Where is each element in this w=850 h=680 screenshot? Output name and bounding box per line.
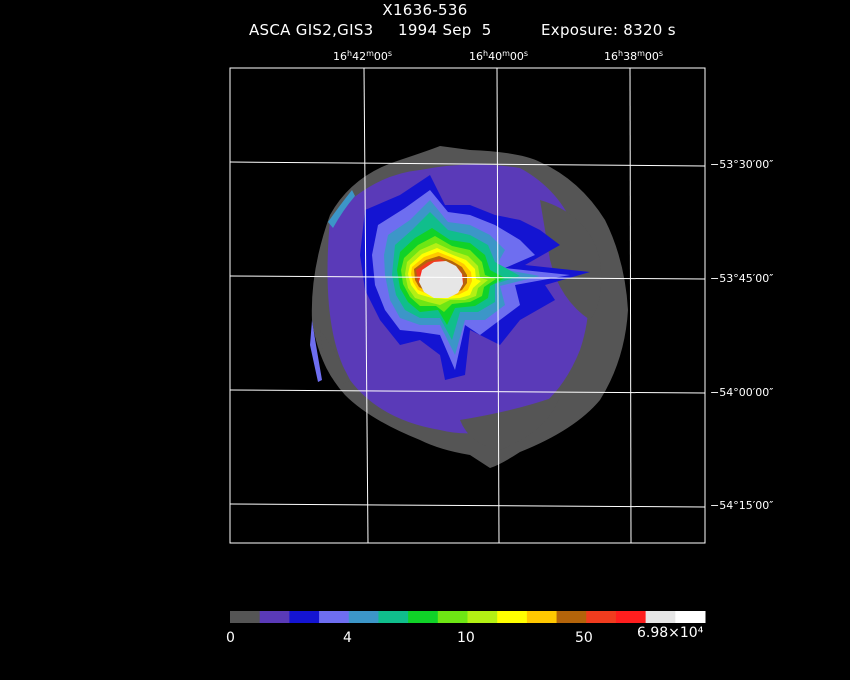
ra-tick-label: 16h40m00s [469, 49, 529, 63]
colorbar-label: 6.98×10⁴ [637, 625, 704, 641]
colorbar-swatch [645, 611, 676, 623]
colorbar-swatch [230, 611, 261, 623]
colorbar-swatch [348, 611, 379, 623]
ra-tick-label: 16h42m00s [333, 49, 393, 63]
instrument-label: ASCA GIS2,GIS3 [249, 21, 374, 39]
colorbar-swatch [586, 611, 617, 623]
colorbar-label: 10 [457, 630, 475, 646]
image-title: X1636-536 [382, 1, 468, 19]
colorbar-label: 50 [575, 630, 593, 646]
ra-tick-label: 16h38m00s [604, 49, 664, 63]
dec-tick-label: −53°45′00″ [710, 272, 774, 285]
colorbar-swatch [497, 611, 528, 623]
image-frame [229, 67, 706, 544]
colorbar [230, 611, 706, 623]
colorbar-swatch [319, 611, 350, 623]
colorbar-swatch [437, 611, 468, 623]
colorbar-swatch [289, 611, 320, 623]
dec-tick-label: −53°30′00″ [710, 158, 774, 171]
colorbar-swatch [675, 611, 706, 623]
colorbar-swatch [615, 611, 647, 623]
colorbar-swatch [556, 611, 587, 623]
source-core [419, 261, 463, 298]
colorbar-swatch [378, 611, 409, 623]
colorbar-swatch [526, 611, 558, 623]
colorbar-swatch [467, 611, 498, 623]
colorbar-swatch [259, 611, 290, 623]
dec-tick-label: −54°15′00″ [710, 499, 774, 512]
dec-tick-label: −54°00′00″ [710, 386, 774, 399]
exposure-label: Exposure: 8320 s [541, 21, 676, 39]
colorbar-label: 4 [343, 630, 352, 646]
coordinate-grid [229, 67, 706, 544]
date-label: 1994 Sep 5 [398, 21, 492, 39]
colorbar-label: 0 [226, 630, 235, 646]
colorbar-swatch [408, 611, 439, 623]
